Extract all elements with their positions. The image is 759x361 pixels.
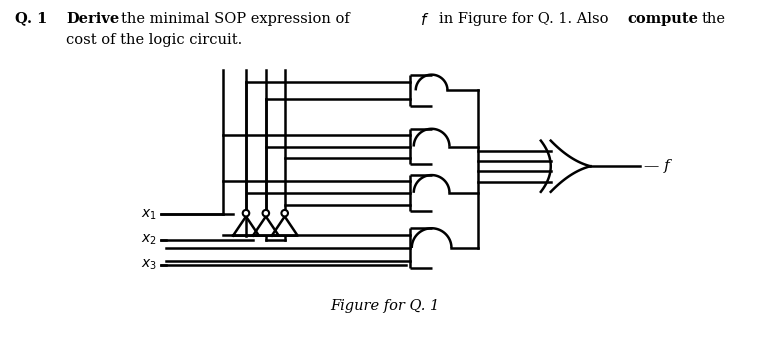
Text: compute: compute: [627, 12, 698, 26]
Circle shape: [282, 210, 288, 217]
Text: — f: — f: [644, 159, 669, 173]
Text: $x_1$: $x_1$: [141, 207, 156, 222]
Text: the minimal SOP expression of: the minimal SOP expression of: [121, 12, 350, 26]
Text: Figure for Q. 1: Figure for Q. 1: [330, 299, 439, 313]
Circle shape: [263, 210, 269, 217]
Text: $x_2$: $x_2$: [141, 233, 156, 247]
Circle shape: [243, 210, 249, 217]
Text: $x_3$: $x_3$: [140, 257, 156, 272]
Text: in Figure for Q. 1. Also: in Figure for Q. 1. Also: [439, 12, 608, 26]
Text: $f$: $f$: [420, 12, 429, 28]
Text: cost of the logic circuit.: cost of the logic circuit.: [66, 33, 243, 47]
Text: the: the: [701, 12, 726, 26]
Text: Derive: Derive: [66, 12, 120, 26]
Text: Q. 1: Q. 1: [14, 12, 47, 26]
